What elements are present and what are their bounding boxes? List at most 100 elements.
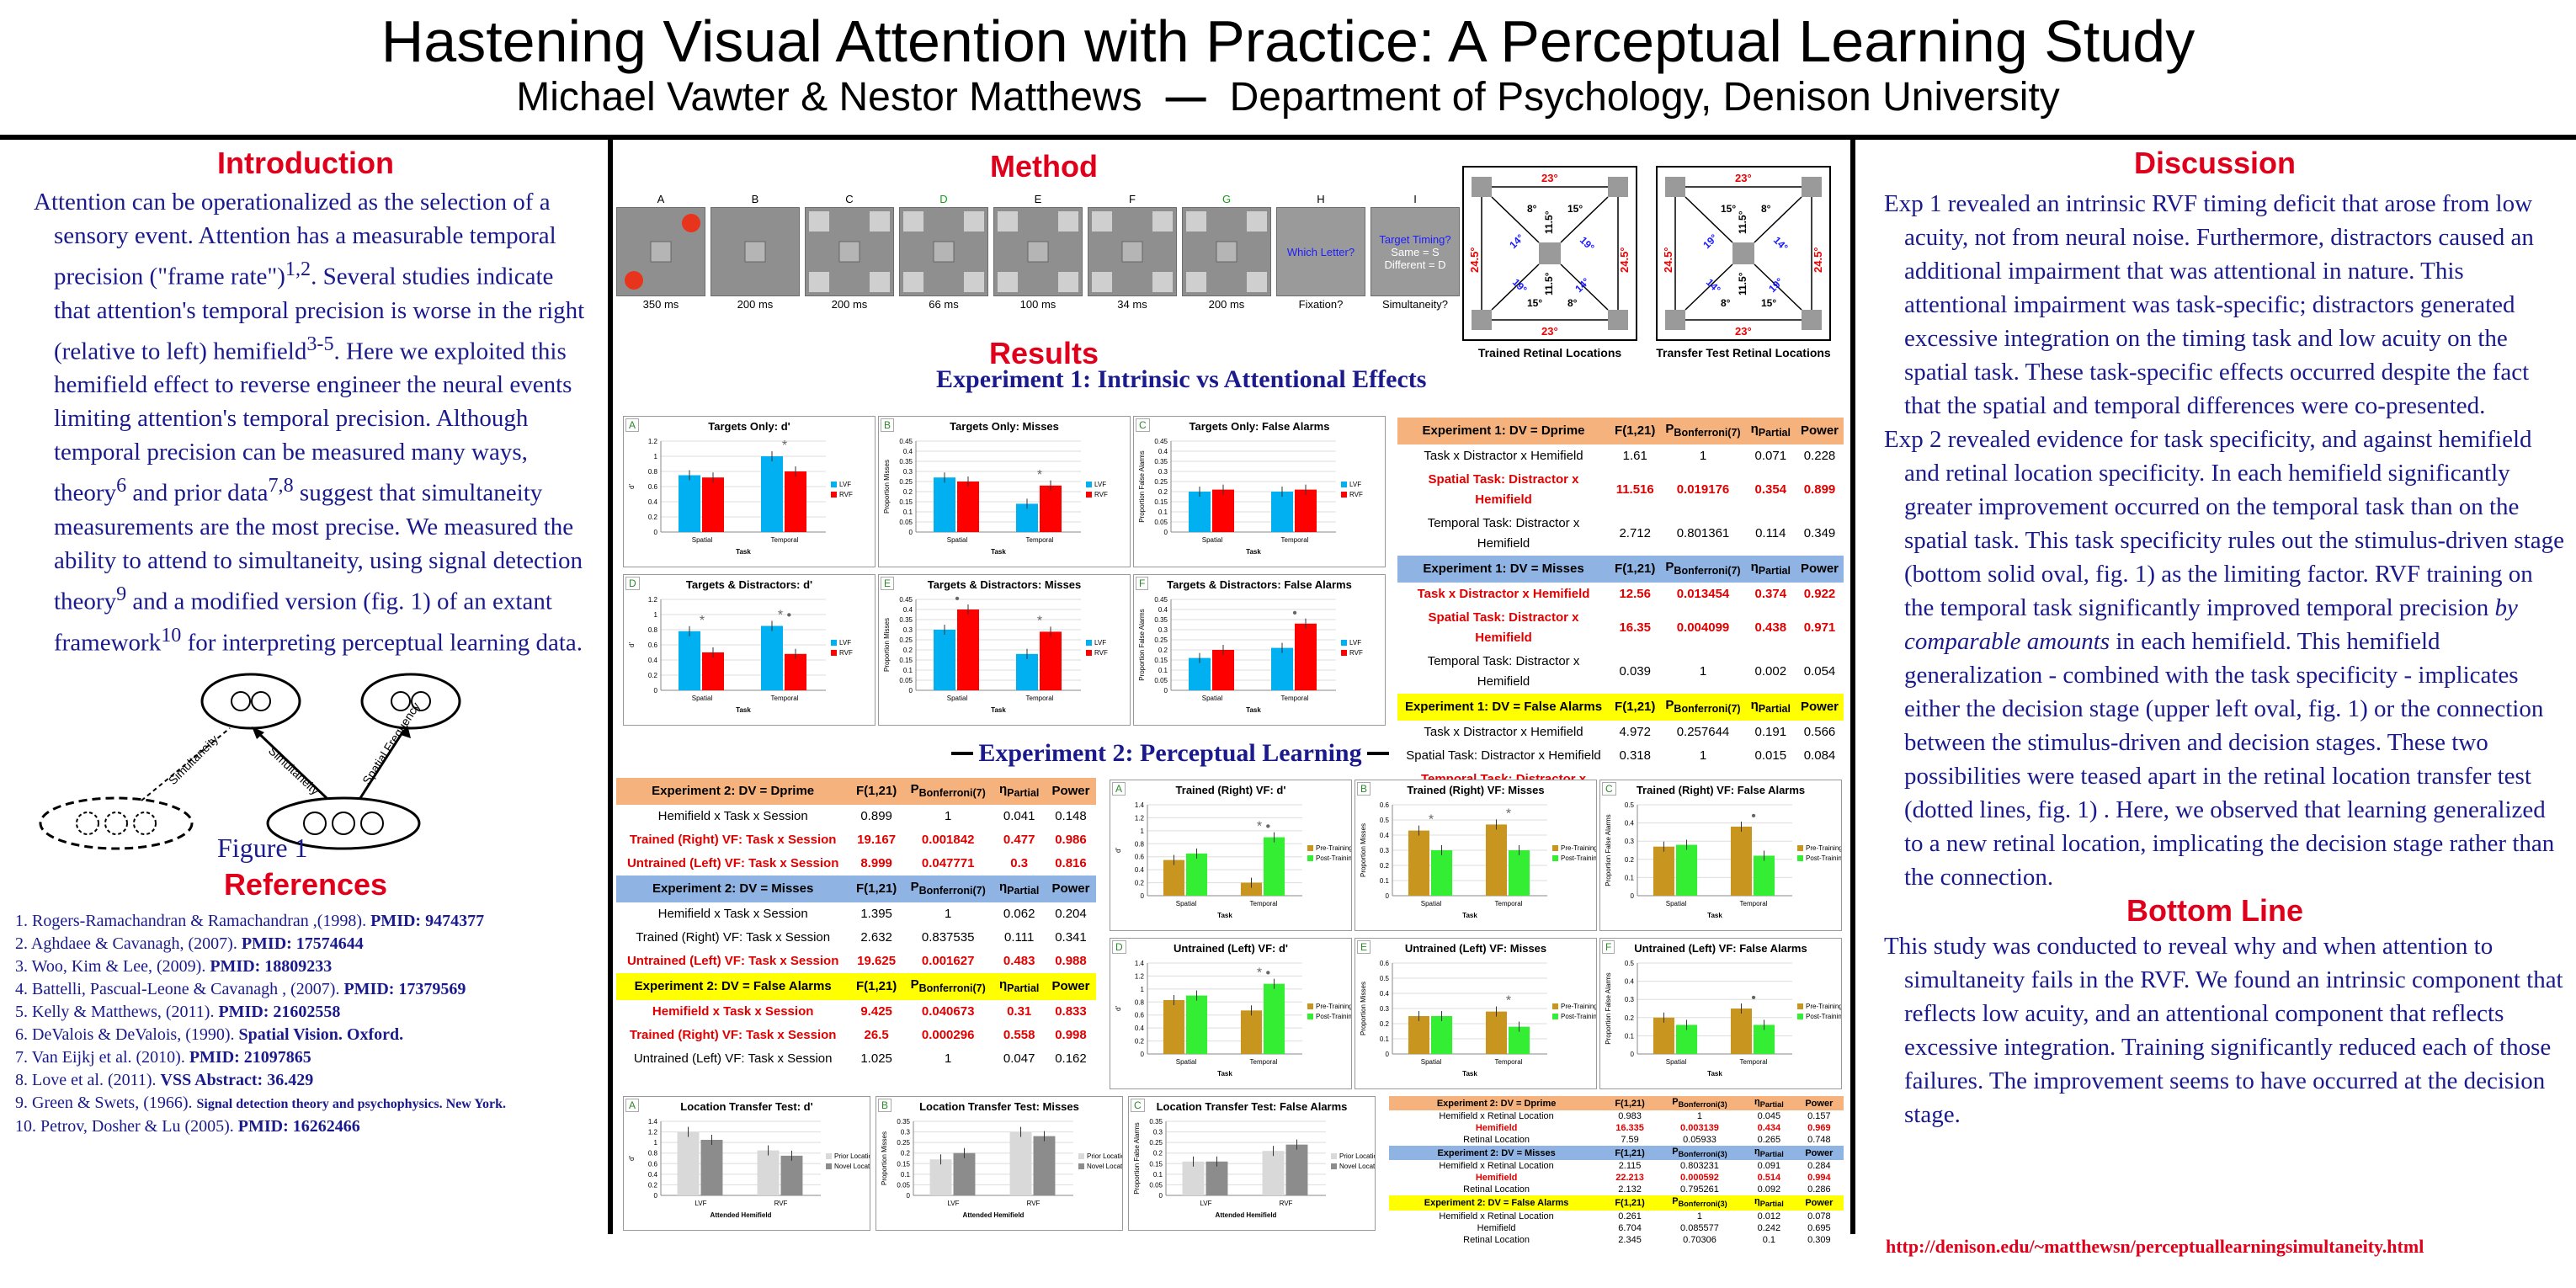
- chart-title: Trained (Right) VF: d': [1175, 784, 1286, 796]
- table-cell: Hemifield: [1477, 1222, 1516, 1233]
- legend-swatch: [1307, 1014, 1313, 1019]
- y-tick-label: 0.4: [1625, 978, 1635, 986]
- table-header-row: Experiment 2: DV = False Alarms F(1,21) PB…: [1389, 1195, 1844, 1211]
- table-cell: 0.816: [1055, 856, 1087, 870]
- chart-title: Targets & Distractors: False Alarms: [1167, 578, 1352, 591]
- y-tick-label: 0: [907, 1192, 911, 1200]
- y-tick-label: 0.6: [1135, 1012, 1145, 1019]
- bar: [1264, 983, 1285, 1054]
- y-tick-label: 0.25: [1149, 1139, 1163, 1147]
- bar: [1182, 1161, 1205, 1195]
- significance-mark: * •: [1257, 966, 1270, 981]
- x-axis-label: Task: [1217, 912, 1232, 919]
- significance-mark: •: [955, 592, 960, 606]
- x-tick-label: Temporal: [771, 536, 799, 544]
- table-row: Retinal Location 2.132 0.795261 0.092 0.286: [1389, 1184, 1844, 1195]
- table-cell: 0.971: [1803, 620, 1836, 635]
- y-tick-label: 0.3: [1625, 838, 1635, 845]
- bar: [1431, 1016, 1453, 1054]
- label-simultaneity-2: Simultaneity: [266, 744, 322, 798]
- table-cell: 4.972: [1619, 725, 1651, 739]
- legend-label: LVF: [1094, 639, 1106, 647]
- poster-header: Hastening Visual Attention with Practice…: [0, 0, 2576, 136]
- grating-patch: [870, 272, 890, 292]
- chart-letter: E: [1357, 940, 1371, 954]
- legend-label: RVF: [839, 649, 853, 657]
- y-tick-label: 0: [1386, 1051, 1390, 1058]
- table-cell: 0.085577: [1680, 1222, 1719, 1233]
- bar: [957, 482, 979, 532]
- grating-patch: [1092, 211, 1112, 232]
- table-header-cell: Experiment 1: DV = False Alarms: [1404, 700, 1603, 714]
- frame-duration: 100 ms: [1019, 298, 1056, 311]
- table-header-cell: ηPartial: [1754, 1196, 1784, 1209]
- chart-letter: A: [1112, 782, 1126, 796]
- chart-panel: A Location Transfer Test: d' 0 0.2 0.4 0.6 0.8…: [623, 1096, 870, 1231]
- table-cell: Hemifield x Task x Session: [657, 809, 808, 823]
- y-tick-label: 0.5: [1625, 801, 1635, 809]
- table-cell: 0.148: [1055, 809, 1087, 823]
- table-cell: 0.284: [1807, 1161, 1831, 1172]
- table-cell: 0.795261: [1680, 1184, 1719, 1195]
- table-cell: 0.162: [1055, 1051, 1087, 1066]
- table-row: Temporal Task: Distractor x Hemifield 0.0…: [1397, 650, 1844, 694]
- chart-svg: 0 0.2 0.4 0.6 0.8 1 1.2 1.4 d' Spatial Temporal * •…: [1115, 960, 1351, 1078]
- table-cell: 0.969: [1807, 1123, 1831, 1134]
- chart-panel: B Targets Only: Misses 0 0.05 0.1 0.15 0.2 0.25…: [878, 416, 1131, 567]
- table-header-row: Experiment 2: DV = Misses F(1,21) PBonferr…: [1389, 1146, 1844, 1161]
- table-cell: 0.039: [1619, 664, 1651, 679]
- table-row: Trained (Right) VF: Task x Session 26.5 0.…: [616, 1024, 1096, 1047]
- table-row: Retinal Location 2.345 0.70306 0.1 0.309: [1389, 1234, 1844, 1246]
- table-cell: 0.078: [1807, 1211, 1831, 1221]
- x-tick-label: Temporal: [1026, 695, 1054, 702]
- svg-text:15°: 15°: [1567, 203, 1583, 215]
- table-header-cell: F(1,21): [1615, 1147, 1645, 1158]
- table-cell: 0.002: [1754, 664, 1787, 679]
- chart-svg: 0 0.1 0.2 0.3 0.4 0.5 Proportion False Alarms S…: [1605, 801, 1841, 919]
- chart-panel: A Targets Only: d' 0 0.2 0.4 0.6 0.8 1 1.2 d' Spat…: [623, 416, 876, 567]
- frame-stimulus: [998, 211, 1078, 292]
- x-tick-label: Spatial: [1202, 695, 1223, 702]
- table-cell: 2.632: [860, 930, 892, 945]
- table-cell: 0.062: [1003, 907, 1035, 921]
- grating-patch: [903, 272, 923, 292]
- left-divider: [608, 140, 613, 1234]
- table-cell: 0.261: [1618, 1211, 1642, 1221]
- bar: [934, 477, 955, 532]
- table-cell: 0.084: [1803, 748, 1836, 763]
- y-tick-label: 1: [1141, 986, 1145, 993]
- chart-letter: D: [625, 577, 640, 590]
- table-cell: 0.040673: [921, 1004, 975, 1019]
- chart-title: Targets & Distractors: d': [685, 578, 813, 591]
- svg-text:24.5°: 24.5°: [1618, 247, 1631, 273]
- frame-image: [1182, 207, 1271, 296]
- chart-panel: B Trained (Right) VF: Misses 0 0.1 0.2 0.3 0.4…: [1355, 780, 1597, 931]
- table-row: Trained (Right) VF: Task x Session 19.167…: [616, 828, 1096, 852]
- bar: [780, 1155, 803, 1195]
- stimulus-unit: [332, 812, 355, 836]
- table-cell: 1.025: [860, 1051, 892, 1066]
- frame-duration: 200 ms: [831, 298, 868, 311]
- table-cell: 0.695: [1807, 1222, 1831, 1233]
- retinal-transfer-label: Transfer Test Retinal Locations: [1656, 346, 1831, 359]
- y-tick-label: 0.8: [648, 468, 658, 476]
- table-cell: 0.05933: [1683, 1135, 1716, 1146]
- y-tick-label: 1: [654, 1139, 658, 1147]
- table-row: Untrained (Left) VF: Task x Session 8.999…: [616, 852, 1096, 876]
- table-cell: 0.000296: [921, 1028, 975, 1042]
- poster-url-link[interactable]: http://denison.edu/~matthewsn/perceptual…: [1886, 1236, 2424, 1257]
- table-cell: 0.998: [1055, 1028, 1087, 1042]
- bar: [1408, 830, 1429, 896]
- chart-svg: 0 0.05 0.1 0.15 0.2 0.25 0.3 0.35 0.4 0.45 Proport…: [883, 438, 1108, 556]
- stimulus-unit: [360, 812, 384, 836]
- table-header-cell: ηPartial: [1750, 560, 1791, 577]
- bar: [953, 1152, 976, 1195]
- poster-subtitle: Michael Vawter & Nestor Matthews — Departm…: [0, 74, 2576, 121]
- svg-text:11.5°: 11.5°: [1737, 272, 1748, 295]
- chart-letter: C: [1136, 418, 1150, 432]
- table-row: Untrained (Left) VF: Task x Session 19.62…: [616, 950, 1096, 973]
- svg-text:23°: 23°: [1541, 325, 1558, 338]
- table-cell: 0.318: [1619, 748, 1651, 763]
- significance-mark: * •: [778, 609, 791, 623]
